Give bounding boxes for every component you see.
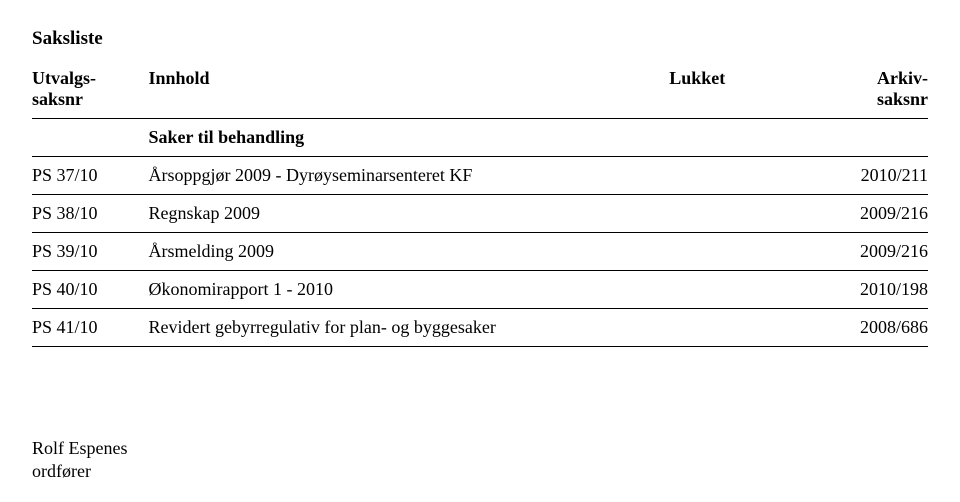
section-heading-label: Saker til behandling <box>148 119 659 157</box>
cell-innhold: Revidert gebyrregulativ for plan- og byg… <box>148 309 659 347</box>
signature-name: Rolf Espenes <box>32 437 928 460</box>
cell-nr: PS 41/10 <box>32 309 148 347</box>
cell-innhold: Årsoppgjør 2009 - Dyrøyseminarsenteret K… <box>148 157 659 195</box>
cell-innhold: Økonomirapport 1 - 2010 <box>148 271 659 309</box>
table-row: PS 38/10 Regnskap 2009 2009/216 <box>32 195 928 233</box>
cell-lukket <box>659 233 784 271</box>
table-row: PS 41/10 Revidert gebyrregulativ for pla… <box>32 309 928 347</box>
cell-innhold: Årsmelding 2009 <box>148 233 659 271</box>
table-row: PS 39/10 Årsmelding 2009 2009/216 <box>32 233 928 271</box>
cell-arkiv: 2010/211 <box>785 157 928 195</box>
page-title: Saksliste <box>32 28 928 50</box>
cell-nr: PS 38/10 <box>32 195 148 233</box>
cell-arkiv: 2009/216 <box>785 233 928 271</box>
cell-nr: PS 39/10 <box>32 233 148 271</box>
cell-lukket <box>659 157 784 195</box>
cell-nr: PS 37/10 <box>32 157 148 195</box>
col-header-arkivsaksnr: Arkiv- saksnr <box>785 64 928 119</box>
col-header-innhold: Innhold <box>148 64 659 119</box>
cell-arkiv: 2008/686 <box>785 309 928 347</box>
cell-lukket <box>659 195 784 233</box>
cell-innhold: Regnskap 2009 <box>148 195 659 233</box>
cell-lukket <box>659 271 784 309</box>
cell-lukket <box>659 309 784 347</box>
cell-arkiv: 2010/198 <box>785 271 928 309</box>
cell-nr: PS 40/10 <box>32 271 148 309</box>
case-table: Utvalgs- saksnr Innhold Lukket Arkiv- sa… <box>32 64 928 347</box>
table-row: PS 37/10 Årsoppgjør 2009 - Dyrøyseminars… <box>32 157 928 195</box>
section-heading-empty-lukket <box>659 119 784 157</box>
col-header-arkiv-line2: saksnr <box>877 89 928 109</box>
col-header-lukket: Lukket <box>659 64 784 119</box>
col-header-utvalg-line1: Utvalgs- <box>32 68 96 88</box>
section-heading-row: Saker til behandling <box>32 119 928 157</box>
col-header-utvalgssaksnr: Utvalgs- saksnr <box>32 64 148 119</box>
table-row: PS 40/10 Økonomirapport 1 - 2010 2010/19… <box>32 271 928 309</box>
cell-arkiv: 2009/216 <box>785 195 928 233</box>
signature-role: ordfører <box>32 460 928 483</box>
signature-block: Rolf Espenes ordfører <box>32 437 928 484</box>
section-heading-empty <box>32 119 148 157</box>
col-header-utvalg-line2: saksnr <box>32 89 83 109</box>
col-header-arkiv-line1: Arkiv- <box>877 68 928 88</box>
section-heading-empty-arkiv <box>785 119 928 157</box>
